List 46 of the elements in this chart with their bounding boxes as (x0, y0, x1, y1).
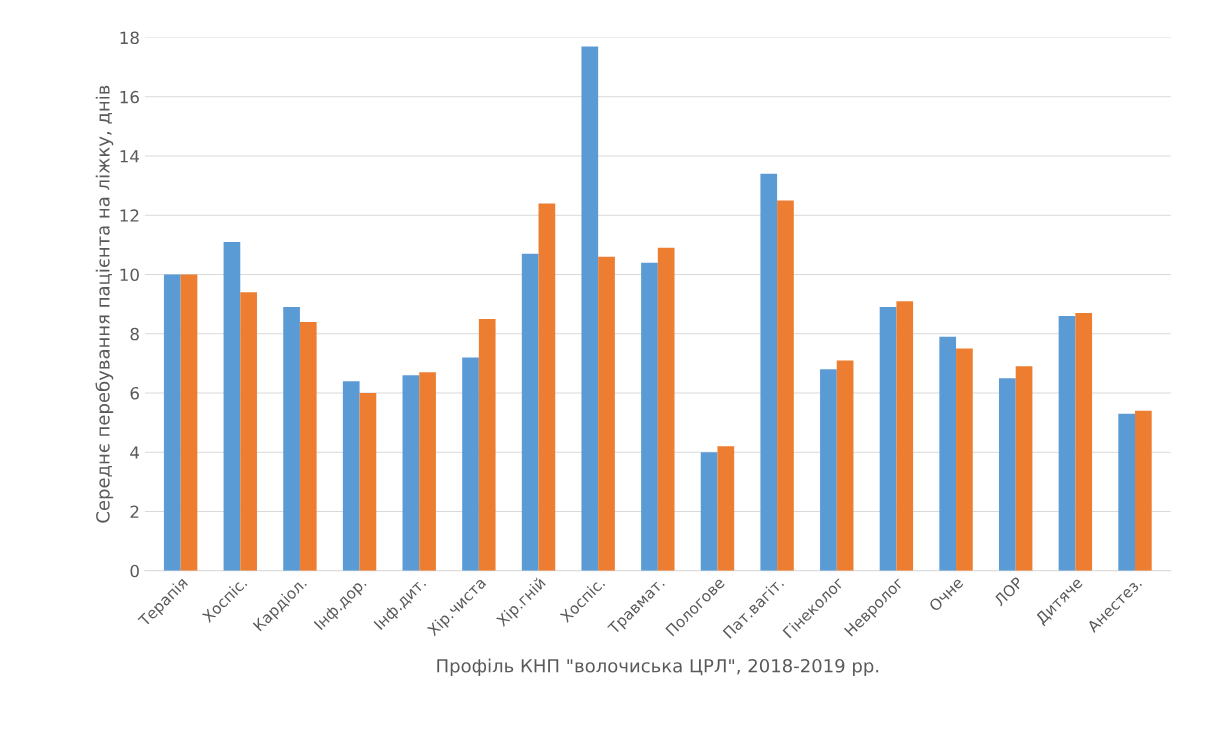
y-tick-label: 6 (130, 386, 139, 400)
bar (777, 200, 794, 571)
bar (402, 375, 420, 571)
y-tick-label: 2 (130, 505, 139, 518)
y-tick-label: 4 (130, 446, 140, 459)
bar (240, 292, 257, 571)
bar (1058, 316, 1076, 571)
bar (478, 318, 496, 571)
bar (462, 357, 479, 571)
bar (1075, 313, 1093, 571)
bar (956, 348, 973, 571)
bar (657, 247, 675, 571)
bar (1135, 410, 1152, 571)
bar (1015, 366, 1033, 571)
y-tick-label: 0 (130, 564, 139, 578)
bar (180, 274, 198, 571)
bar (521, 253, 539, 571)
bar (598, 256, 615, 571)
bar (760, 173, 778, 571)
bar (896, 301, 914, 571)
bar (836, 360, 854, 571)
bar (939, 336, 957, 571)
bar (700, 452, 718, 571)
y-tick-label: 14 (120, 150, 140, 163)
bar (879, 307, 897, 571)
bar (1118, 413, 1135, 571)
x-axis-title: Профіль КНП "волочиська ЦРЛ", 2018-2019 рр. (437, 658, 879, 677)
bar (717, 446, 735, 571)
bar (283, 307, 300, 571)
bar (641, 262, 658, 571)
y-tick-label: 18 (120, 31, 139, 45)
bar (581, 46, 599, 571)
bar (342, 381, 360, 571)
y-tick-label: 10 (120, 268, 139, 282)
bar (223, 241, 241, 571)
y-tick-label: 8 (130, 327, 139, 341)
bar (820, 369, 837, 571)
bar (419, 372, 436, 571)
bar (538, 203, 556, 571)
y-tick-label: 12 (120, 209, 139, 222)
y-tick-label: 16 (120, 90, 139, 104)
bar (999, 378, 1016, 571)
bar (299, 321, 317, 571)
bar (359, 393, 377, 571)
y-axis-title: Середнє перебування пацієнта на ліжку, днів (95, 85, 114, 523)
bar (163, 274, 181, 571)
